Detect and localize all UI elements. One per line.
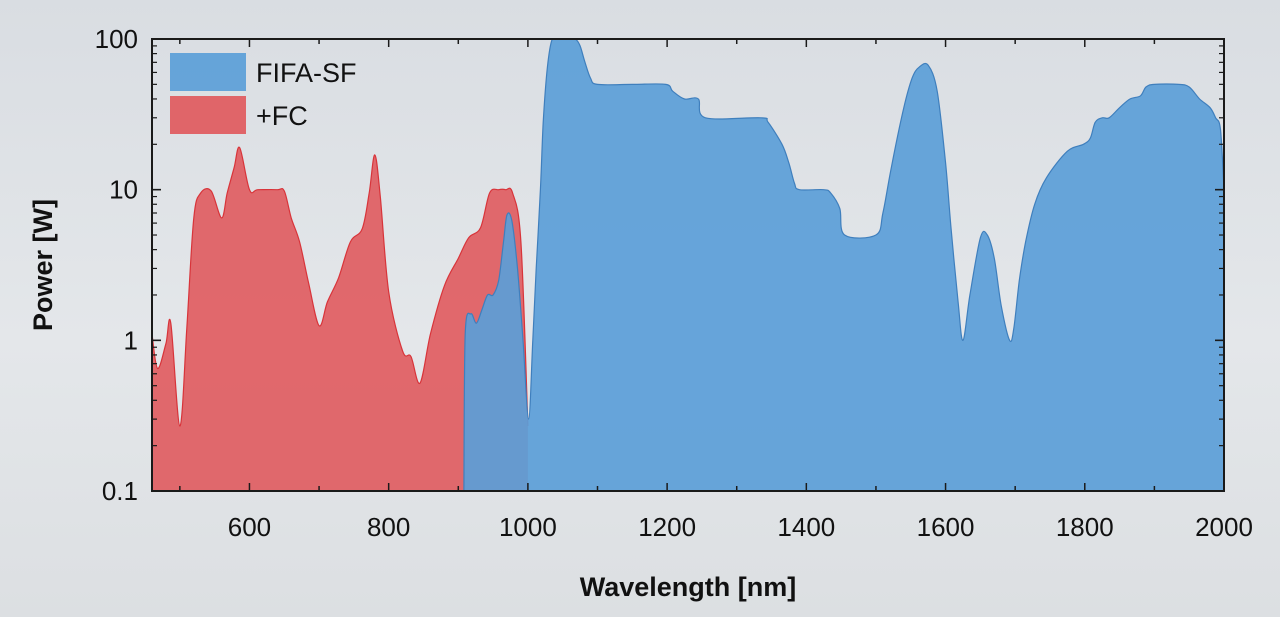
series-line-fc	[152, 146, 529, 427]
axis-ticks: 600 800 1000 1200 1400 1600 1800 2000 0.1 1 10 100	[95, 24, 1253, 542]
plot-frame	[151, 38, 1225, 492]
y-tick-label: 0.1	[102, 476, 138, 506]
series-area-fifa-sf	[463, 39, 1224, 491]
legend-label-fifa-sf: FIFA-SF	[256, 58, 357, 88]
x-tick-label: 800	[367, 512, 410, 542]
y-tick-label: 100	[95, 24, 138, 54]
x-tick-label: 2000	[1195, 512, 1253, 542]
x-tick-label: 1400	[777, 512, 835, 542]
series-layer	[152, 39, 1224, 491]
x-tick-label: 1800	[1056, 512, 1114, 542]
x-axis-title: Wavelength [nm]	[580, 572, 797, 602]
legend-swatch-fifa-sf	[170, 53, 246, 91]
legend-label-fc: +FC	[256, 101, 308, 131]
x-tick-label: 1200	[638, 512, 696, 542]
series-area-fc	[152, 147, 528, 491]
legend-swatch-fc	[170, 96, 246, 134]
y-axis-title: Power [W]	[28, 199, 58, 331]
series-line-fifa-sf	[463, 39, 1224, 491]
x-tick-label: 600	[228, 512, 271, 542]
x-tick-label: 1600	[917, 512, 975, 542]
y-tick-label: 1	[124, 325, 138, 355]
legend: FIFA-SF +FC	[170, 53, 357, 134]
y-tick-label: 10	[109, 175, 138, 205]
x-tick-label: 1000	[499, 512, 557, 542]
